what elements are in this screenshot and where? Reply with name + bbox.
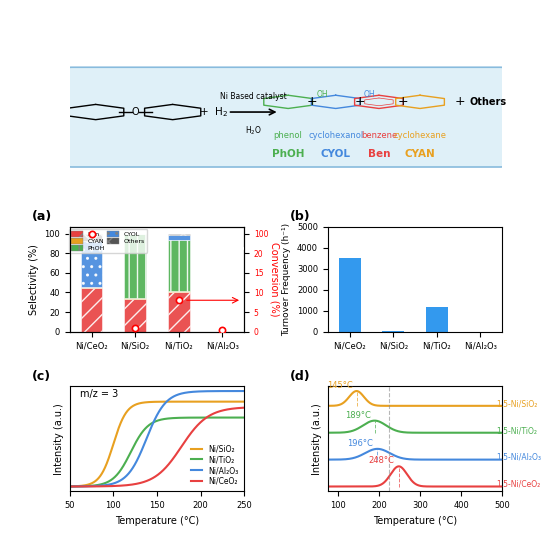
Text: +: + — [354, 95, 365, 108]
Ni/CeO₂ — [97, 483, 104, 490]
Text: 1.5-Ni/Al₂O₃: 1.5-Ni/Al₂O₃ — [496, 453, 541, 462]
Ni/SiO₂ — [241, 399, 248, 405]
Ni/SiO₂ — [169, 399, 176, 405]
Bar — [168, 236, 190, 240]
Ni/CeO₂ — [111, 482, 118, 489]
Text: +: + — [455, 95, 469, 108]
Ni/Al₂O₃ — [169, 394, 176, 400]
Ni/Al₂O₃ — [198, 388, 204, 395]
Ni/TiO₂ — [66, 483, 73, 490]
Text: m/z = 3: m/z = 3 — [80, 389, 118, 399]
Text: +  H$_2$: + H$_2$ — [200, 105, 229, 119]
Text: Ben: Ben — [368, 149, 390, 159]
Text: (c): (c) — [31, 370, 51, 383]
Ni/CeO₂ — [169, 456, 176, 463]
Ni/Al₂O₃ — [183, 389, 190, 396]
Bar — [81, 241, 103, 286]
Text: OH: OH — [316, 90, 328, 99]
Line: Ni/TiO₂: Ni/TiO₂ — [70, 417, 244, 486]
Ni/Al₂O₃ — [66, 483, 73, 490]
X-axis label: Temperature (°C): Temperature (°C) — [373, 516, 457, 526]
Ni/Al₂O₃ — [111, 480, 118, 486]
Legend: Ben, CYAN, PhOH, CYOL, Others: Ben, CYAN, PhOH, CYOL, Others — [69, 229, 147, 253]
Ni/TiO₂ — [183, 415, 190, 421]
Bar — [339, 258, 360, 332]
Text: +: + — [397, 95, 408, 108]
Ni/CeO₂ — [145, 477, 152, 484]
Ni/Al₂O₃ — [97, 482, 104, 489]
Ni/SiO₂ — [198, 399, 204, 405]
Ni/CeO₂ — [241, 405, 248, 411]
Ni/SiO₂ — [97, 472, 104, 479]
Text: cyclohexanol: cyclohexanol — [308, 131, 363, 140]
Text: OH: OH — [364, 90, 376, 99]
Bar — [124, 298, 146, 299]
Text: Ni Based catalyst: Ni Based catalyst — [220, 92, 287, 101]
Text: 189°C: 189°C — [345, 411, 371, 420]
Ni/TiO₂ — [145, 422, 152, 429]
Legend: Ni/SiO₂, Ni/TiO₂, Ni/Al₂O₃, Ni/CeO₂: Ni/SiO₂, Ni/TiO₂, Ni/Al₂O₃, Ni/CeO₂ — [189, 443, 240, 487]
Line: Ni/CeO₂: Ni/CeO₂ — [70, 408, 244, 486]
Line: Ni/Al₂O₃: Ni/Al₂O₃ — [70, 391, 244, 486]
Y-axis label: Intensity (a.u.): Intensity (a.u.) — [312, 403, 323, 475]
Ni/SiO₂ — [66, 483, 73, 490]
Text: (a): (a) — [31, 210, 52, 224]
FancyBboxPatch shape — [68, 67, 504, 167]
Bar — [168, 293, 190, 332]
Ni/SiO₂ — [111, 437, 118, 443]
Line: Ni/SiO₂: Ni/SiO₂ — [70, 402, 244, 486]
Text: benzene: benzene — [361, 131, 397, 140]
Text: +: + — [306, 95, 318, 108]
Text: 1.5-Ni/TiO₂: 1.5-Ni/TiO₂ — [496, 426, 537, 435]
Text: CYAN: CYAN — [405, 149, 435, 159]
Text: 248°C: 248°C — [369, 457, 395, 465]
Bar — [168, 233, 190, 236]
Text: Others: Others — [470, 97, 507, 107]
Bar — [81, 286, 103, 289]
Text: PhOH: PhOH — [272, 149, 304, 159]
Ni/CeO₂ — [198, 418, 204, 425]
Bar — [168, 240, 190, 291]
Bar — [426, 307, 448, 332]
Ni/TiO₂ — [198, 414, 204, 421]
Y-axis label: Turnover Frequency (h⁻¹): Turnover Frequency (h⁻¹) — [282, 222, 291, 336]
Ni/SiO₂ — [183, 399, 190, 405]
Ni/TiO₂ — [169, 415, 176, 421]
Ni/TiO₂ — [111, 474, 118, 481]
Ni/TiO₂ — [97, 481, 104, 488]
Text: H$_2$O: H$_2$O — [245, 124, 262, 137]
Bar — [81, 233, 103, 241]
Ni/TiO₂ — [241, 414, 248, 421]
Ni/CeO₂ — [183, 436, 190, 443]
Y-axis label: Intensity (a.u.): Intensity (a.u.) — [54, 403, 64, 475]
Text: 1.5-Ni/CeO₂: 1.5-Ni/CeO₂ — [496, 480, 540, 489]
Bar — [124, 235, 146, 298]
Bar — [81, 289, 103, 332]
Text: 145°C: 145°C — [326, 381, 353, 390]
Y-axis label: Conversion (%): Conversion (%) — [270, 242, 280, 316]
Ni/Al₂O₃ — [241, 388, 248, 394]
Text: 1.5-Ni/SiO₂: 1.5-Ni/SiO₂ — [496, 399, 537, 408]
X-axis label: Temperature (°C): Temperature (°C) — [115, 516, 199, 526]
Bar — [124, 299, 146, 332]
Text: phenol: phenol — [274, 131, 302, 140]
Text: CYOL: CYOL — [321, 149, 351, 159]
Ni/SiO₂ — [145, 399, 152, 405]
Bar — [124, 233, 146, 235]
Ni/CeO₂ — [66, 483, 73, 490]
Text: 196°C: 196°C — [348, 439, 373, 448]
Y-axis label: Selectivity (%): Selectivity (%) — [28, 244, 39, 315]
Text: (d): (d) — [290, 370, 310, 383]
Bar — [382, 331, 404, 332]
Bar — [168, 291, 190, 293]
Text: (b): (b) — [290, 210, 310, 224]
Text: cyclohexane: cyclohexane — [393, 131, 446, 140]
Text: O: O — [132, 107, 140, 117]
Ni/Al₂O₃ — [145, 430, 152, 437]
